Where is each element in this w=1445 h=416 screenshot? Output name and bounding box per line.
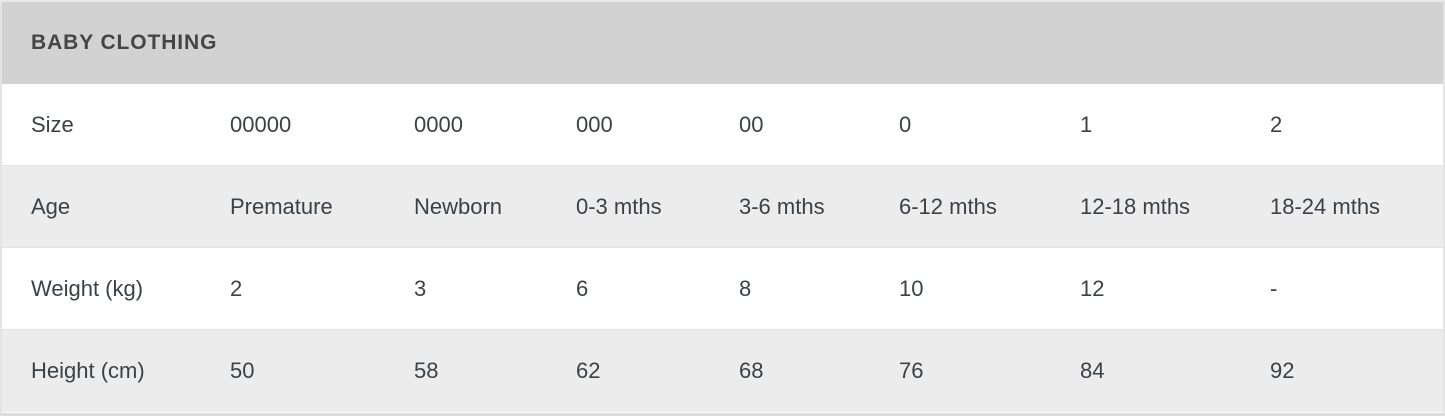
- row-label-weight: Weight (kg): [31, 275, 144, 301]
- table-cell: 92: [1270, 358, 1295, 383]
- table-cell: 18-24 mths: [1270, 193, 1381, 219]
- table-cell: 58: [414, 358, 439, 383]
- table-row: Height (cm) 50 58 62 68 76 84 92: [2, 330, 1443, 412]
- table-cell: 0000: [414, 111, 463, 137]
- table-row: Age Premature Newborn 0-3 mths 3-6 mths …: [2, 166, 1443, 248]
- table-cell: 50: [230, 358, 255, 383]
- row-label-age: Age: [31, 193, 71, 219]
- size-table: Size 00000 0000 000 00 0 1 2 Age Prematu…: [0, 84, 1445, 416]
- table-cell: 10: [899, 275, 924, 301]
- table-cell: 2: [230, 275, 243, 301]
- table-cell: 00: [739, 111, 764, 137]
- table-row: Weight (kg) 2 3 6 8 10 12 -: [2, 248, 1443, 330]
- table-cell: Premature: [230, 193, 333, 219]
- table-cell: 000: [576, 111, 613, 137]
- table-cell: 62: [576, 358, 601, 383]
- chart-header: BABY CLOTHING: [0, 0, 1445, 84]
- table-cell: -: [1270, 275, 1278, 301]
- table-cell: 12-18 mths: [1080, 193, 1191, 219]
- table-cell: 00000: [230, 111, 292, 137]
- table-cell: 3-6 mths: [739, 193, 825, 219]
- table-cell: 6-12 mths: [899, 193, 997, 219]
- table-cell: 8: [739, 275, 752, 301]
- table-cell: 1: [1080, 111, 1093, 137]
- table-cell: 84: [1080, 358, 1105, 383]
- table-cell: 0: [899, 111, 912, 137]
- page-title: BABY CLOTHING: [31, 31, 218, 54]
- row-label-size: Size: [31, 111, 74, 137]
- table-cell: 68: [739, 358, 764, 383]
- table-cell: 2: [1270, 111, 1283, 137]
- table-cell: 6: [576, 275, 589, 301]
- table-row: Size 00000 0000 000 00 0 1 2: [2, 84, 1443, 166]
- table-cell: 3: [414, 275, 427, 301]
- table-cell: 12: [1080, 275, 1105, 301]
- table-cell: 0-3 mths: [576, 193, 662, 219]
- row-label-height: Height (cm): [31, 358, 145, 383]
- table-cell: Newborn: [414, 193, 503, 219]
- table-cell: 76: [899, 358, 924, 383]
